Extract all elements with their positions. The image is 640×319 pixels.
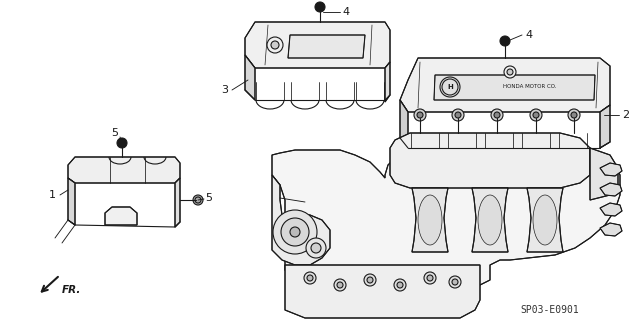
Circle shape <box>304 272 316 284</box>
Circle shape <box>271 41 279 49</box>
Circle shape <box>530 109 542 121</box>
Circle shape <box>424 272 436 284</box>
Text: 4: 4 <box>342 7 349 17</box>
Polygon shape <box>600 105 610 148</box>
Text: 1: 1 <box>49 190 56 200</box>
Circle shape <box>315 2 325 12</box>
Circle shape <box>455 112 461 118</box>
Text: FR.: FR. <box>62 285 81 295</box>
Polygon shape <box>288 35 365 58</box>
Circle shape <box>306 238 326 258</box>
Text: 5: 5 <box>205 193 212 203</box>
Circle shape <box>267 37 283 53</box>
Ellipse shape <box>418 195 442 245</box>
Polygon shape <box>272 148 620 302</box>
Polygon shape <box>245 22 390 68</box>
Ellipse shape <box>533 195 557 245</box>
Polygon shape <box>600 203 622 216</box>
Circle shape <box>494 112 500 118</box>
Polygon shape <box>245 55 255 100</box>
Circle shape <box>507 69 513 75</box>
Circle shape <box>504 66 516 78</box>
Polygon shape <box>400 58 610 112</box>
Polygon shape <box>68 157 180 183</box>
Circle shape <box>500 36 510 46</box>
Text: 3: 3 <box>221 85 228 95</box>
Circle shape <box>440 77 460 97</box>
Polygon shape <box>600 163 622 176</box>
Polygon shape <box>385 62 390 102</box>
Circle shape <box>568 109 580 121</box>
Polygon shape <box>412 188 448 252</box>
Text: 2: 2 <box>622 110 629 120</box>
Circle shape <box>491 109 503 121</box>
Polygon shape <box>590 148 618 200</box>
Circle shape <box>427 275 433 281</box>
Circle shape <box>117 138 127 148</box>
Polygon shape <box>434 75 595 100</box>
Circle shape <box>367 277 373 283</box>
Polygon shape <box>527 188 563 252</box>
Text: SP03-E0901: SP03-E0901 <box>520 305 579 315</box>
Circle shape <box>394 279 406 291</box>
Polygon shape <box>175 178 180 227</box>
Polygon shape <box>600 223 622 236</box>
Circle shape <box>334 279 346 291</box>
Circle shape <box>452 109 464 121</box>
Circle shape <box>533 112 539 118</box>
Ellipse shape <box>478 195 502 245</box>
Polygon shape <box>472 188 508 252</box>
Circle shape <box>311 243 321 253</box>
Circle shape <box>452 279 458 285</box>
Circle shape <box>397 282 403 288</box>
Circle shape <box>273 210 317 254</box>
Circle shape <box>417 112 423 118</box>
Circle shape <box>414 109 426 121</box>
Circle shape <box>307 275 313 281</box>
Circle shape <box>281 218 309 246</box>
Polygon shape <box>68 178 75 225</box>
Polygon shape <box>400 100 408 148</box>
Polygon shape <box>600 183 622 196</box>
Circle shape <box>290 227 300 237</box>
Text: 4: 4 <box>525 30 532 40</box>
Circle shape <box>337 282 343 288</box>
Text: 5: 5 <box>111 128 118 138</box>
Polygon shape <box>272 175 330 265</box>
Polygon shape <box>285 265 480 318</box>
Circle shape <box>193 195 203 205</box>
Text: H: H <box>447 84 453 90</box>
Circle shape <box>449 276 461 288</box>
Polygon shape <box>390 133 590 188</box>
Circle shape <box>364 274 376 286</box>
Text: HONDA MOTOR CO.: HONDA MOTOR CO. <box>503 85 557 90</box>
Circle shape <box>571 112 577 118</box>
Polygon shape <box>105 207 137 225</box>
